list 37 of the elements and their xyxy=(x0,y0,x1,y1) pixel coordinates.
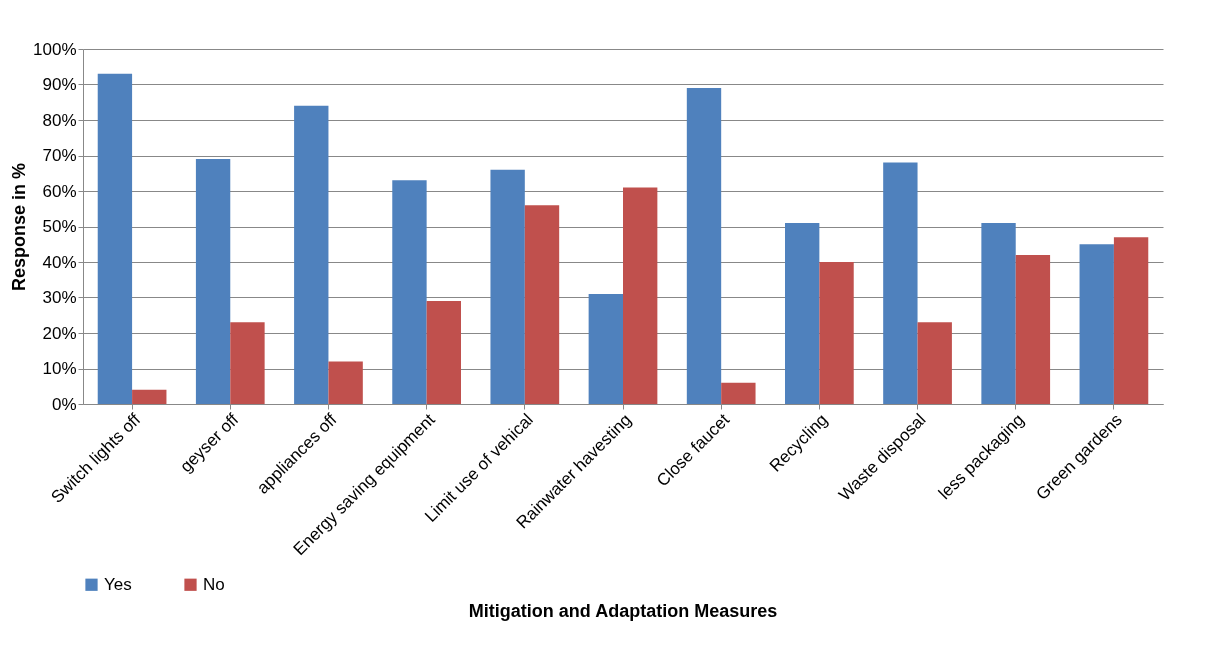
bar xyxy=(195,159,231,404)
bar xyxy=(1079,244,1114,404)
bar xyxy=(623,187,658,404)
bar xyxy=(132,389,167,404)
bar xyxy=(490,169,525,404)
bar xyxy=(294,105,329,404)
bar xyxy=(524,205,560,404)
bar xyxy=(1015,254,1051,404)
y-tick-label: 10% xyxy=(42,359,77,378)
bar xyxy=(686,88,722,404)
y-tick-label: 50% xyxy=(42,217,77,236)
y-tick-label: 40% xyxy=(42,252,77,272)
bar xyxy=(97,73,133,404)
y-axis-title: Response in % xyxy=(9,162,30,292)
x-axis-title: Mitigation and Adaptation Measures xyxy=(468,601,778,621)
legend-label: Yes xyxy=(104,574,132,594)
y-tick-label: 60% xyxy=(42,181,77,201)
bar xyxy=(392,180,427,404)
bar xyxy=(588,293,623,404)
y-tick-label: 30% xyxy=(42,288,77,307)
bar xyxy=(981,222,1016,404)
bar xyxy=(426,301,461,404)
y-tick-label: 20% xyxy=(42,323,77,343)
y-tick-label: 0% xyxy=(51,394,77,414)
bar xyxy=(1113,237,1149,404)
y-tick-label: 100% xyxy=(33,39,77,59)
bar xyxy=(917,322,952,404)
bar xyxy=(883,162,918,404)
y-tick-label: 80% xyxy=(42,110,77,130)
y-tick-label: 90% xyxy=(42,75,77,94)
bar xyxy=(230,322,265,404)
bar xyxy=(819,262,854,404)
y-tick-label: 70% xyxy=(42,146,77,165)
bar xyxy=(328,361,363,404)
bar xyxy=(721,382,756,404)
bar xyxy=(785,222,820,404)
legend-label: No xyxy=(203,574,225,594)
